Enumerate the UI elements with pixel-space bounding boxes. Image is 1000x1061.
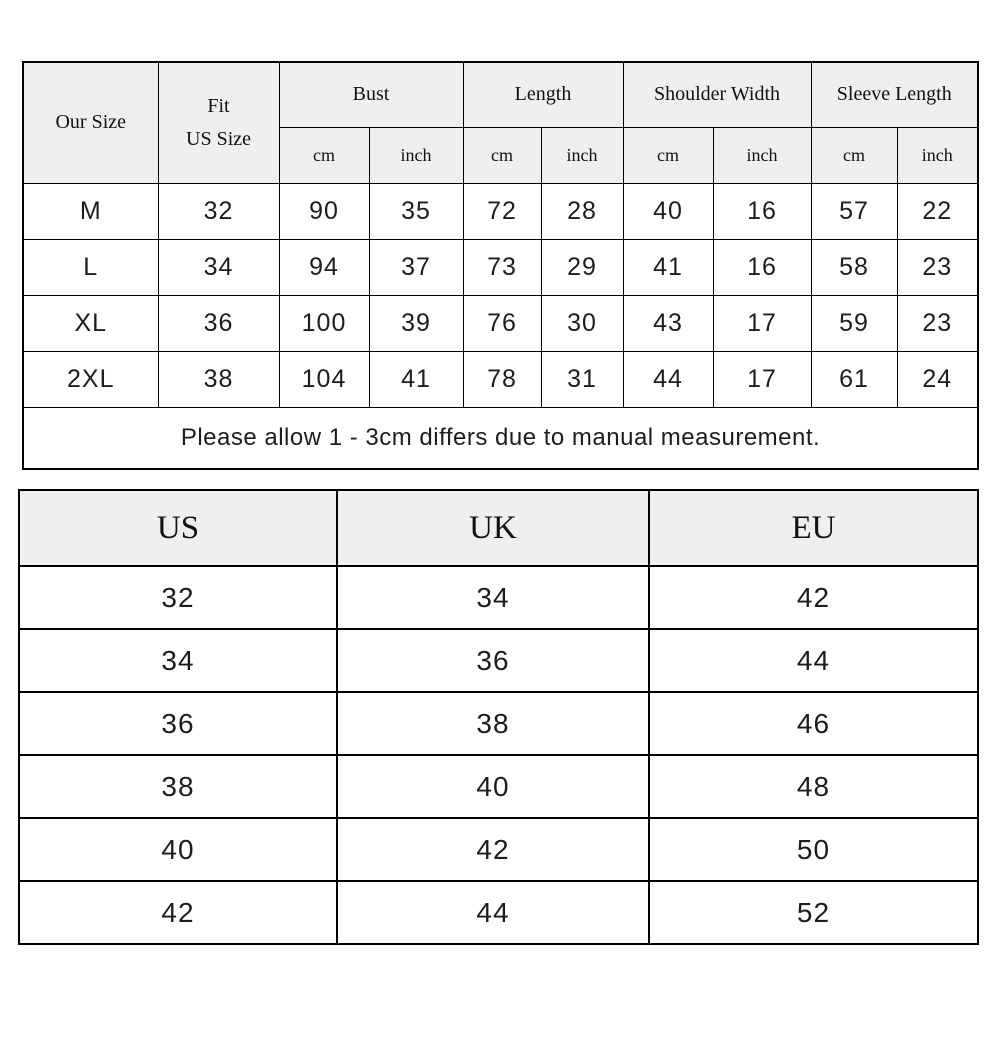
- table-cell: 76: [462, 294, 542, 352]
- conversion-header-row: US UK EU: [18, 489, 979, 567]
- size-row-l: L 34 94 37 73 29 41 16 58 23: [22, 238, 979, 296]
- col-header-eu: EU: [648, 489, 979, 567]
- table-cell: 23: [896, 238, 979, 296]
- header-row-units: cm inch cm inch cm inch cm inch: [23, 126, 979, 184]
- table-cell: 39: [368, 294, 464, 352]
- table-cell: 57: [810, 182, 898, 240]
- unit-header-length-cm: cm: [462, 126, 542, 184]
- size-row-xl: XL 36 100 39 76 30 43 17 59 23: [22, 294, 979, 352]
- table-cell: 42: [336, 817, 650, 882]
- table-cell: L: [22, 238, 159, 296]
- conversion-row: 36 38 46: [18, 691, 979, 756]
- table-cell: 61: [810, 350, 898, 408]
- table-cell: 16: [712, 182, 812, 240]
- table-cell: 32: [157, 182, 280, 240]
- table-cell: 28: [540, 182, 624, 240]
- table-cell: 36: [157, 294, 280, 352]
- col-header-shoulder-width: Shoulder Width: [622, 61, 812, 128]
- table-cell: 24: [896, 350, 979, 408]
- unit-header-bust-inch: inch: [368, 126, 464, 184]
- table-cell: 41: [622, 238, 714, 296]
- table-cell: 48: [648, 754, 979, 819]
- conversion-row: 42 44 52: [18, 880, 979, 945]
- table-cell: 29: [540, 238, 624, 296]
- header-row-groups: Our Size Fit US Size Bust Length Shoulde…: [22, 61, 979, 184]
- size-row-2xl: 2XL 38 104 41 78 31 44 17 61 24: [22, 350, 979, 408]
- table-cell: 42: [648, 565, 979, 630]
- table-cell: 100: [278, 294, 370, 352]
- unit-header-length-inch: inch: [540, 126, 624, 184]
- conversion-row: 34 36 44: [18, 628, 979, 693]
- table-cell: 34: [336, 565, 650, 630]
- table-cell: 90: [278, 182, 370, 240]
- col-header-us: US: [18, 489, 338, 567]
- col-header-uk: UK: [336, 489, 650, 567]
- table-cell: 58: [810, 238, 898, 296]
- col-header-fit-us-size: Fit US Size: [157, 61, 280, 184]
- conversion-chart-table: US UK EU 32 34 42 34 36 44 36 38 46 38 4…: [18, 489, 979, 945]
- table-cell: 44: [648, 628, 979, 693]
- table-cell: 38: [336, 691, 650, 756]
- table-cell: 41: [368, 350, 464, 408]
- col-header-length: Length: [462, 61, 624, 128]
- table-cell: 42: [18, 880, 338, 945]
- conversion-row: 40 42 50: [18, 817, 979, 882]
- unit-header-sleeve-cm: cm: [810, 126, 898, 184]
- unit-header-bust-cm: cm: [278, 126, 370, 184]
- table-cell: 36: [336, 628, 650, 693]
- table-cell: XL: [22, 294, 159, 352]
- table-cell: 30: [540, 294, 624, 352]
- table-cell: 50: [648, 817, 979, 882]
- fit-label-line2: US Size: [186, 127, 251, 150]
- col-header-bust: Bust: [278, 61, 464, 128]
- table-cell: 31: [540, 350, 624, 408]
- size-row-m: M 32 90 35 72 28 40 16 57 22: [22, 182, 979, 240]
- conversion-row: 38 40 48: [18, 754, 979, 819]
- table-cell: 16: [712, 238, 812, 296]
- col-header-our-size: Our Size: [22, 61, 159, 184]
- table-cell: 40: [622, 182, 714, 240]
- conversion-row: 32 34 42: [18, 565, 979, 630]
- size-chart-table: Our Size Fit US Size Bust Length Shoulde…: [22, 61, 980, 470]
- table-cell: 34: [18, 628, 338, 693]
- table-cell: 104: [278, 350, 370, 408]
- table-cell: 52: [648, 880, 979, 945]
- table-cell: 46: [648, 691, 979, 756]
- table-cell: 59: [810, 294, 898, 352]
- table-cell: 43: [622, 294, 714, 352]
- table-cell: 17: [712, 350, 812, 408]
- table-cell: 2XL: [22, 350, 159, 408]
- table-cell: 44: [336, 880, 650, 945]
- table-cell: 38: [18, 754, 338, 819]
- table-cell: 38: [157, 350, 280, 408]
- unit-header-shoulder-inch: inch: [712, 126, 812, 184]
- table-cell: 78: [462, 350, 542, 408]
- unit-header-sleeve-inch: inch: [896, 126, 979, 184]
- table-cell: 94: [278, 238, 370, 296]
- table-cell: 32: [18, 565, 338, 630]
- measurement-note-row: Please allow 1 - 3cm differs due to manu…: [22, 406, 979, 470]
- unit-header-shoulder-cm: cm: [622, 126, 714, 184]
- col-header-sleeve-length: Sleeve Length: [810, 61, 979, 128]
- table-cell: 35: [368, 182, 464, 240]
- table-cell: 34: [157, 238, 280, 296]
- table-cell: 40: [336, 754, 650, 819]
- table-cell: 23: [896, 294, 979, 352]
- measurement-note: Please allow 1 - 3cm differs due to manu…: [22, 406, 979, 470]
- fit-label-line1: Fit: [207, 94, 230, 117]
- table-cell: 17: [712, 294, 812, 352]
- table-cell: 44: [622, 350, 714, 408]
- table-cell: 73: [462, 238, 542, 296]
- table-cell: 36: [18, 691, 338, 756]
- table-cell: 72: [462, 182, 542, 240]
- table-cell: 37: [368, 238, 464, 296]
- table-cell: 22: [896, 182, 979, 240]
- table-cell: 40: [18, 817, 338, 882]
- table-cell: M: [22, 182, 159, 240]
